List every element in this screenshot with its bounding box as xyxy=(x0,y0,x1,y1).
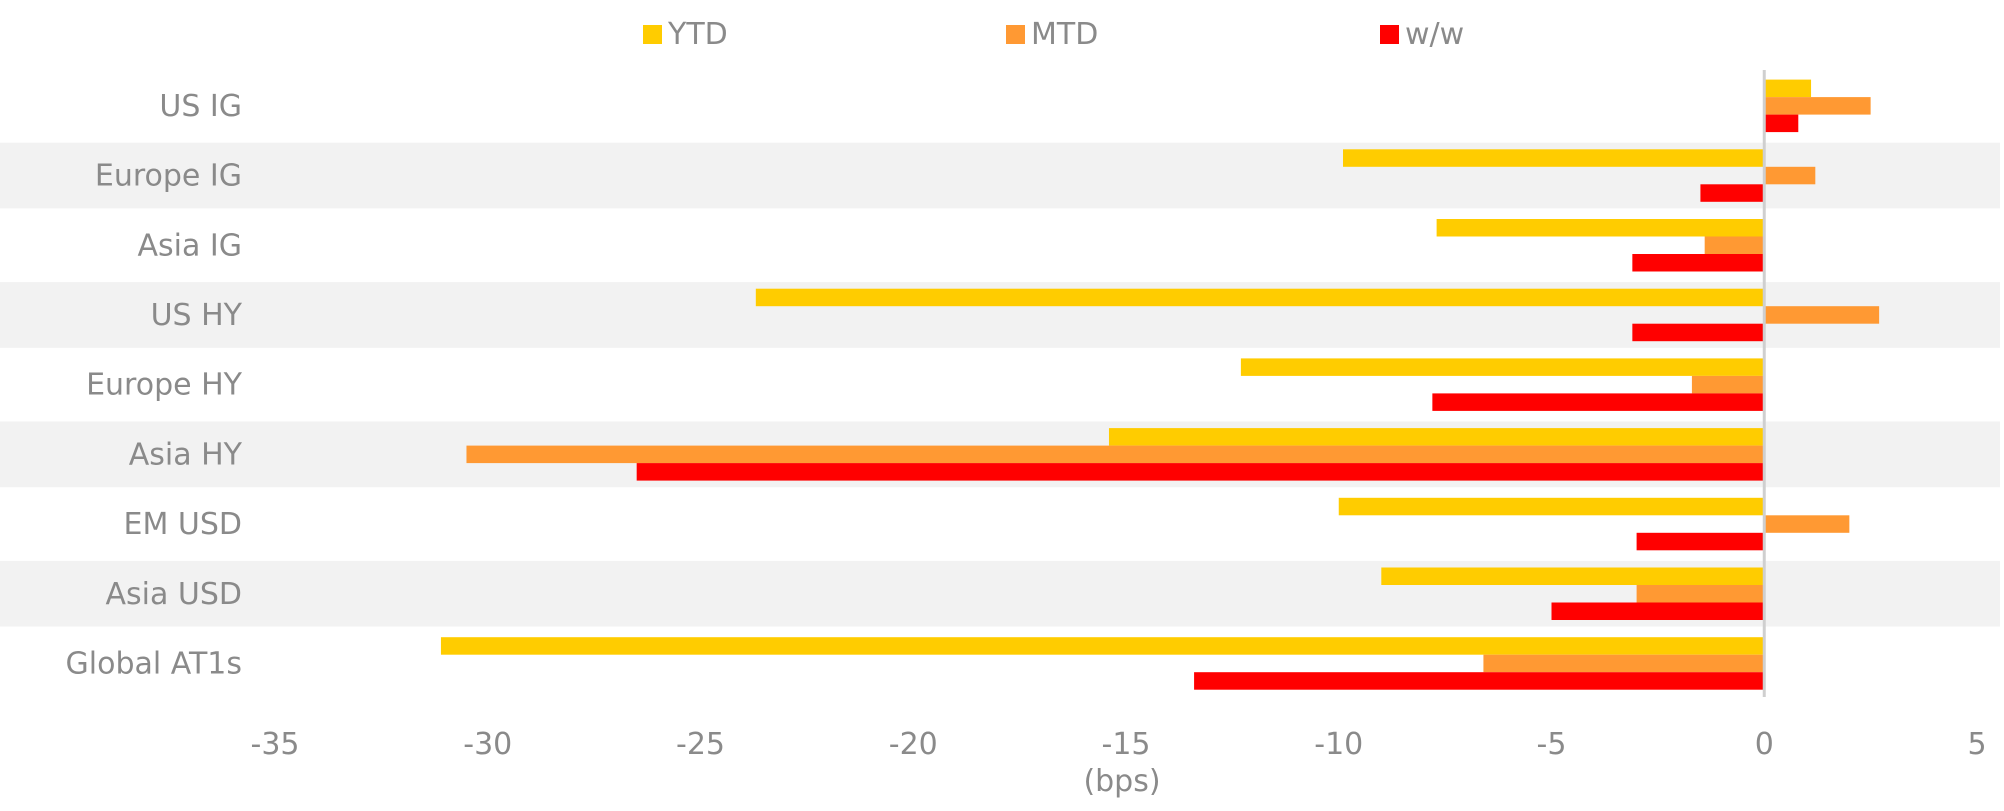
bar-ww xyxy=(1551,602,1765,620)
bar-ytd xyxy=(1381,567,1765,585)
legend-swatch xyxy=(1006,25,1025,44)
x-tick-label: -5 xyxy=(1537,727,1567,762)
bar-ww xyxy=(1432,393,1765,411)
legend-label: w/w xyxy=(1405,17,1464,52)
category-label: Global AT1s xyxy=(66,646,242,681)
category-label: Europe HY xyxy=(86,368,243,403)
category-label: Europe IG xyxy=(95,159,242,194)
x-tick-label: 5 xyxy=(1967,727,1986,762)
x-tick-label: 0 xyxy=(1755,727,1774,762)
bar-mtd xyxy=(1483,654,1765,673)
x-axis-title: (bps) xyxy=(1083,764,1160,799)
bar-ytd xyxy=(1764,79,1812,98)
bar-ytd xyxy=(1338,497,1765,516)
bar-ytd xyxy=(440,637,1765,655)
legend: YTD MTD w/w xyxy=(643,17,1464,52)
category-label: EM USD xyxy=(124,507,242,542)
bar-ww xyxy=(1700,184,1765,202)
bar-mtd xyxy=(466,445,1765,464)
x-tick-label: -10 xyxy=(1314,727,1363,762)
bars xyxy=(440,79,1880,690)
bar-ytd xyxy=(1343,149,1765,167)
category-label: Asia HY xyxy=(129,437,243,472)
bar-ytd xyxy=(1108,428,1765,446)
bar-ww xyxy=(1764,114,1799,133)
bar-ww xyxy=(1636,532,1765,551)
bar-ww xyxy=(636,463,1765,481)
x-tick-labels: -35 -30 -25 -20 -15 -10 -5 0 5 xyxy=(251,727,1987,762)
bar-mtd xyxy=(1764,306,1880,324)
bar-ww xyxy=(1194,672,1765,690)
bar-ww xyxy=(1632,323,1765,342)
x-tick-label: -30 xyxy=(463,727,512,762)
legend-swatch xyxy=(643,25,662,44)
bar-mtd xyxy=(1691,375,1765,394)
x-tick-label: -25 xyxy=(676,727,725,762)
bar-ytd xyxy=(755,288,1765,307)
category-label: Asia IG xyxy=(137,228,242,263)
bar-mtd xyxy=(1704,236,1765,254)
x-tick-label: -15 xyxy=(1102,727,1151,762)
legend-label: MTD xyxy=(1031,17,1098,52)
bar-ww xyxy=(1632,254,1765,272)
category-label: Asia USD xyxy=(105,577,242,612)
legend-label: YTD xyxy=(667,17,728,52)
bar-mtd xyxy=(1764,166,1816,185)
x-tick-label: -20 xyxy=(889,727,938,762)
bar-mtd xyxy=(1764,515,1850,533)
category-label: US IG xyxy=(159,89,242,124)
bar-ytd xyxy=(1436,219,1765,237)
bar-mtd xyxy=(1636,585,1765,603)
bar-mtd xyxy=(1764,97,1871,115)
category-label: US HY xyxy=(151,298,243,333)
category-labels: US IG Europe IG Asia IG US HY Europe HY Asia … xyxy=(66,89,243,682)
x-tick-label: -35 xyxy=(251,727,300,762)
bar-ytd xyxy=(1240,358,1765,376)
legend-swatch xyxy=(1380,25,1399,44)
